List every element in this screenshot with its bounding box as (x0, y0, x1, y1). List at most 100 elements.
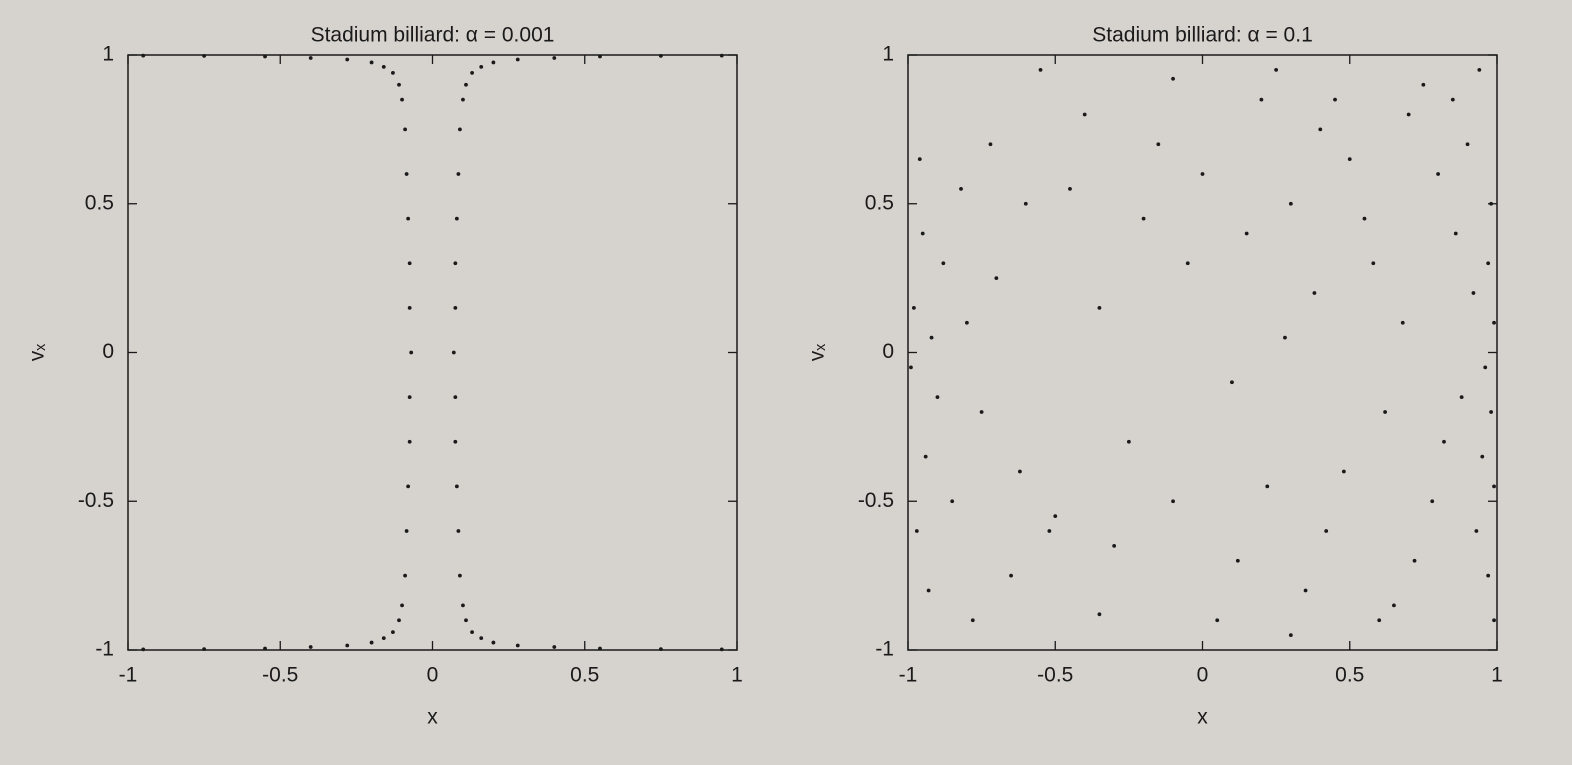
point (598, 54, 602, 59)
point (1377, 618, 1382, 623)
point (1141, 216, 1146, 221)
point (1259, 97, 1264, 102)
point (1235, 558, 1240, 563)
point (719, 647, 724, 652)
point (658, 53, 663, 58)
point (1492, 320, 1496, 325)
point (1171, 499, 1175, 504)
y-tick-label: 0.5 (865, 191, 894, 214)
point (470, 70, 474, 75)
point (1347, 157, 1352, 162)
point (141, 53, 146, 58)
point (369, 640, 374, 645)
point (1421, 82, 1426, 87)
point (407, 305, 412, 310)
point (491, 60, 496, 65)
point (994, 276, 999, 281)
point (1471, 291, 1476, 295)
y-axis-label: vₓ (806, 344, 829, 362)
point (308, 56, 313, 60)
x-tick-label: 1 (1491, 664, 1503, 687)
point (941, 261, 946, 266)
point (923, 454, 928, 459)
point (1412, 558, 1417, 563)
point (1371, 261, 1376, 266)
point (1480, 454, 1485, 459)
y-tick-label: -0.5 (78, 489, 114, 512)
point (308, 645, 313, 649)
point (1215, 618, 1220, 623)
point (458, 127, 462, 132)
point (1362, 216, 1367, 221)
point (1156, 142, 1161, 147)
point (1126, 439, 1131, 444)
point (407, 439, 412, 444)
point (345, 57, 350, 62)
chart-title: Stadium billiard: α = 0.1 (1092, 24, 1313, 47)
point (461, 97, 465, 102)
point (1406, 112, 1411, 117)
point (1459, 395, 1464, 400)
point (454, 216, 459, 221)
point (1200, 172, 1205, 176)
x-tick-label: -1 (899, 664, 918, 687)
point (453, 439, 458, 444)
y-tick-label: 0 (882, 340, 894, 363)
point (451, 350, 456, 355)
point (397, 82, 401, 87)
point (464, 618, 468, 623)
y-tick-label: 0 (102, 340, 114, 363)
point (658, 647, 663, 652)
point (491, 640, 496, 645)
y-tick-label: 1 (882, 43, 894, 66)
point (1477, 67, 1482, 72)
point (263, 54, 267, 59)
point (458, 573, 462, 578)
point (920, 231, 925, 236)
point (552, 645, 557, 649)
point (454, 484, 459, 489)
x-axis-label: x (427, 706, 438, 729)
point (1097, 305, 1102, 310)
point (1038, 67, 1043, 72)
point (381, 636, 386, 640)
point (1474, 529, 1479, 533)
x-tick-label: 0 (427, 664, 439, 687)
point (400, 97, 404, 102)
y-tick-label: 1 (102, 43, 114, 66)
point (1465, 142, 1470, 147)
point (202, 647, 207, 652)
x-tick-label: -0.5 (1037, 664, 1073, 687)
point (404, 172, 409, 176)
point (515, 643, 520, 648)
point (1453, 231, 1458, 236)
point (1288, 633, 1293, 638)
x-tick-label: 0.5 (1335, 664, 1364, 687)
point (391, 70, 395, 75)
point (1333, 97, 1337, 102)
y-tick-label: 0.5 (85, 191, 114, 214)
point (719, 53, 724, 58)
x-tick-label: 0 (1197, 664, 1209, 687)
point (1112, 543, 1117, 548)
x-tick-label: 1 (731, 664, 743, 687)
point (479, 65, 484, 69)
point (1492, 484, 1496, 489)
point (970, 618, 975, 623)
point (909, 365, 913, 370)
point (202, 53, 207, 58)
y-tick-label: -0.5 (858, 489, 894, 512)
point (407, 261, 412, 266)
point (598, 646, 602, 651)
point (403, 573, 407, 578)
point (917, 157, 922, 162)
point (470, 630, 474, 635)
point (479, 636, 484, 640)
point (988, 142, 993, 147)
point (1009, 573, 1013, 578)
point (453, 305, 458, 310)
point (1171, 76, 1175, 81)
point (1400, 320, 1405, 325)
